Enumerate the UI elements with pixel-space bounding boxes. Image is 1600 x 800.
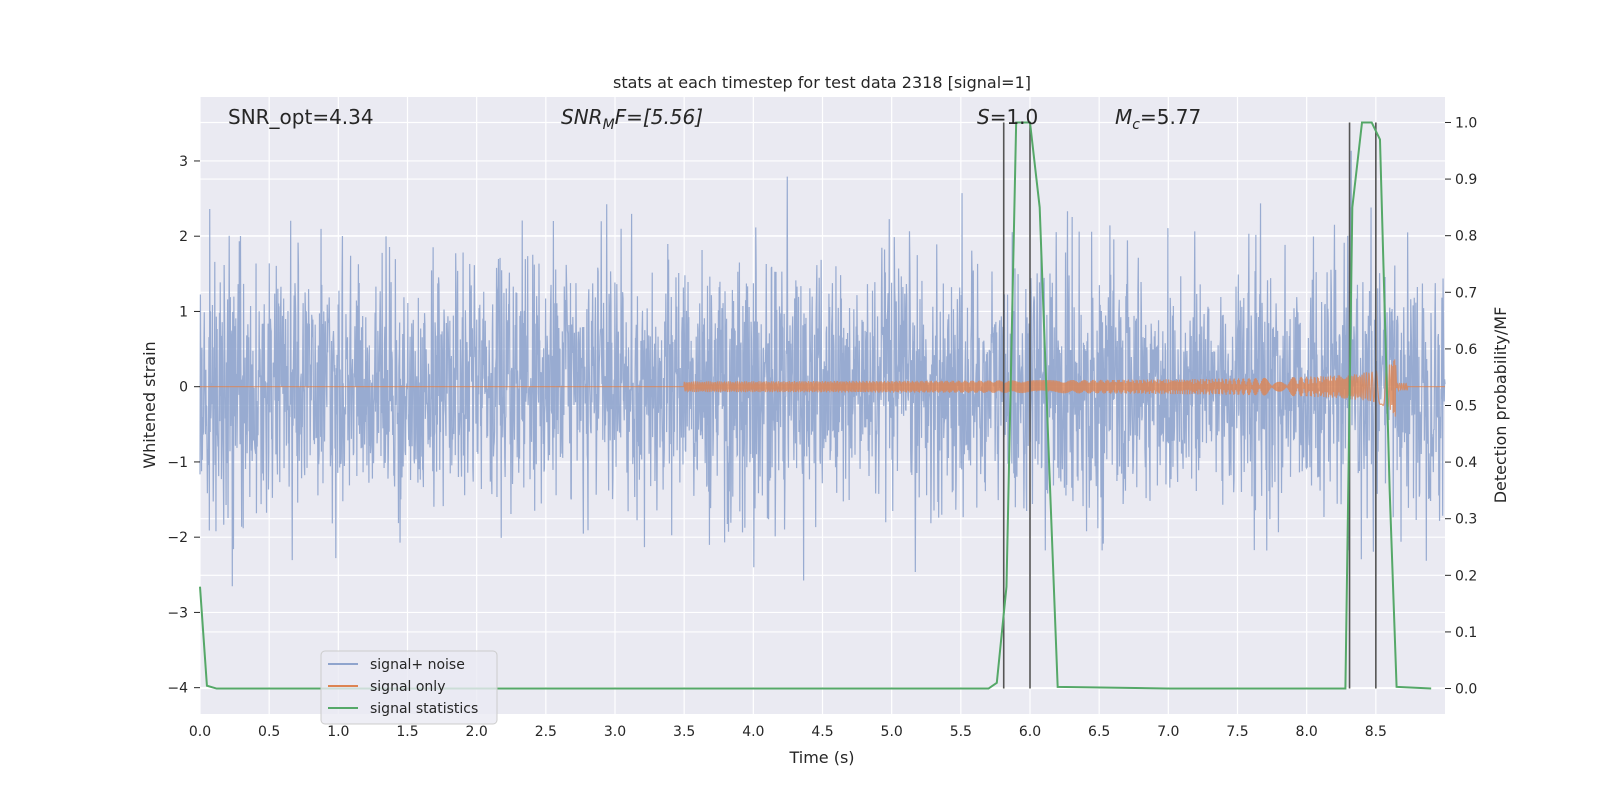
y-tick-left-label-3: −1 bbox=[167, 455, 188, 471]
y-axis-left-ticks: −4 −3 −2 −1 0 1 2 3 bbox=[167, 154, 200, 697]
annotation-mc-symbol: M bbox=[1115, 105, 1132, 129]
x-tick-label-3: 1.5 bbox=[396, 724, 418, 740]
series-signal-only bbox=[200, 359, 1445, 417]
y-axis-left-label: Whitened strain bbox=[140, 341, 159, 468]
x-tick-label-17: 8.5 bbox=[1365, 724, 1387, 740]
annotation-s-symbol: S bbox=[977, 105, 990, 129]
y-axis-right-ticks: 0.0 0.1 0.2 0.3 0.4 0.5 0.6 0.7 0.8 0.9 1.0 bbox=[1445, 115, 1477, 698]
y-tick-left-label-1: −3 bbox=[167, 605, 188, 621]
annotation-mc-value: =5.77 bbox=[1140, 105, 1201, 129]
annotation-snr-opt: SNR_opt=4.34 bbox=[228, 105, 374, 129]
y-tick-left-label-7: 3 bbox=[179, 154, 188, 170]
x-tick-label-4: 2.0 bbox=[466, 724, 488, 740]
y-tick-right-label-3: 0.3 bbox=[1455, 512, 1477, 528]
annotation-s: S=1.0 bbox=[977, 105, 1038, 129]
annotation-snr-mf-value: F=[5.56] bbox=[615, 105, 703, 129]
y-tick-left-label-6: 2 bbox=[179, 229, 188, 245]
legend-box bbox=[320, 650, 498, 725]
x-tick-label-5: 2.5 bbox=[535, 724, 557, 740]
legend-label-signal-statistics: signal statistics bbox=[370, 701, 478, 717]
x-tick-label-12: 6.0 bbox=[1019, 724, 1041, 740]
x-tick-label-2: 1.0 bbox=[327, 724, 349, 740]
y-tick-right-label-7: 0.7 bbox=[1455, 285, 1477, 301]
legend: signal+ noise signal only signal statist… bbox=[320, 650, 498, 725]
y-tick-left-label-5: 1 bbox=[179, 304, 188, 320]
y-tick-right-label-6: 0.6 bbox=[1455, 342, 1477, 358]
x-tick-label-6: 3.0 bbox=[604, 724, 626, 740]
x-tick-label-11: 5.5 bbox=[950, 724, 972, 740]
annotation-mc-subscript: c bbox=[1132, 117, 1140, 133]
y-tick-right-label-1: 0.1 bbox=[1455, 625, 1477, 641]
annotation-snr-mf: SNRMF=[5.56] bbox=[561, 105, 703, 133]
series-signal-noise bbox=[199, 150, 1446, 587]
line-signal-noise bbox=[199, 150, 1446, 587]
y-tick-right-label-4: 0.4 bbox=[1455, 455, 1477, 471]
x-tick-label-15: 7.5 bbox=[1226, 724, 1248, 740]
y-tick-right-label-9: 0.9 bbox=[1455, 172, 1477, 188]
x-tick-label-1: 0.5 bbox=[258, 724, 280, 740]
y-tick-right-label-0: 0.0 bbox=[1455, 682, 1477, 698]
annotation-mc: Mc=5.77 bbox=[1115, 105, 1201, 133]
annotation-s-value: =1.0 bbox=[990, 105, 1039, 129]
x-tick-label-9: 4.5 bbox=[811, 724, 833, 740]
x-axis-label: Time (s) bbox=[788, 748, 854, 767]
legend-label-signal-noise: signal+ noise bbox=[370, 657, 465, 673]
legend-label-signal-only: signal only bbox=[370, 679, 445, 695]
x-axis-ticks: 0.0 0.5 1.0 1.5 2.0 2.5 3.0 3.5 4.0 4.5 5.0 5.5 6.0 6… bbox=[189, 724, 1387, 740]
y-tick-left-label-0: −4 bbox=[167, 681, 188, 697]
x-tick-label-7: 3.5 bbox=[673, 724, 695, 740]
line-signal-only bbox=[200, 359, 1445, 417]
y-tick-left-label-4: 0 bbox=[179, 380, 188, 396]
y-tick-right-label-5: 0.5 bbox=[1455, 399, 1477, 415]
y-tick-right-label-8: 0.8 bbox=[1455, 229, 1477, 245]
x-tick-label-10: 5.0 bbox=[881, 724, 903, 740]
y-tick-left-label-2: −2 bbox=[167, 530, 188, 546]
annotation-snr-mf-subscript: M bbox=[603, 117, 615, 133]
y-axis-right-label: Detection probability/MF bbox=[1491, 307, 1510, 504]
chart-title: stats at each timestep for test data 231… bbox=[613, 73, 1031, 92]
x-tick-label-13: 6.5 bbox=[1088, 724, 1110, 740]
annotation-snr-mf-symbol: SNR bbox=[561, 105, 603, 129]
x-tick-label-14: 7.0 bbox=[1157, 724, 1179, 740]
x-tick-label-0: 0.0 bbox=[189, 724, 211, 740]
x-tick-label-8: 4.0 bbox=[742, 724, 764, 740]
y-tick-right-label-2: 0.2 bbox=[1455, 568, 1477, 584]
x-tick-label-16: 8.0 bbox=[1296, 724, 1318, 740]
y-tick-right-label-10: 1.0 bbox=[1455, 115, 1477, 131]
